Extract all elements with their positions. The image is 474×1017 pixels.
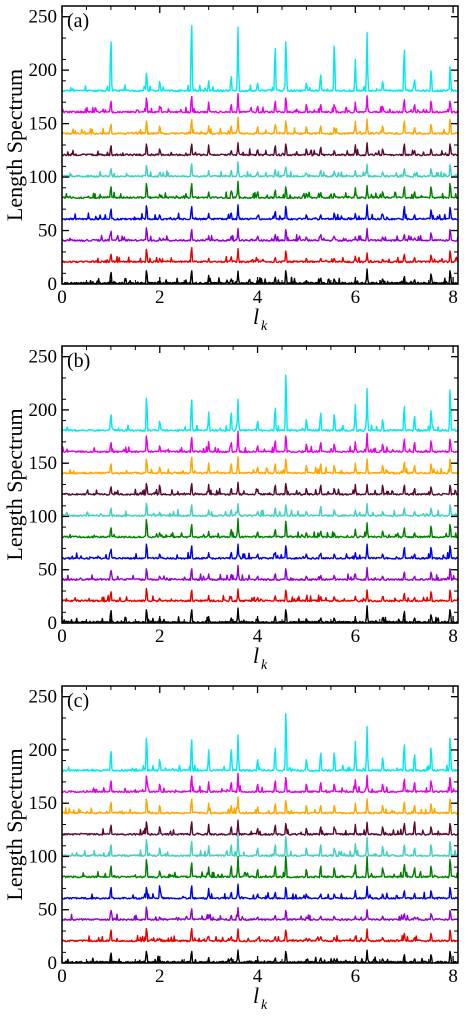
series-line-4	[62, 517, 458, 539]
series-line-2	[62, 227, 458, 242]
series-line-7	[62, 796, 458, 815]
x-tick-label: 2	[155, 626, 165, 647]
series-line-9	[62, 24, 458, 93]
series-line-0	[62, 605, 458, 623]
series-line-3	[62, 204, 458, 221]
series-line-5	[62, 502, 458, 518]
series-group	[62, 374, 458, 623]
x-axis-title-subscript: k	[261, 658, 268, 673]
y-tick-label: 100	[29, 506, 58, 527]
series-line-4	[62, 180, 458, 200]
y-tick-label: 250	[29, 347, 58, 368]
series-line-9	[62, 374, 458, 432]
y-tick-label: 50	[38, 900, 57, 921]
y-tick-label: 200	[29, 400, 58, 421]
y-tick-label: 200	[29, 60, 58, 81]
series-line-9	[62, 712, 458, 772]
y-tick-label: 0	[48, 274, 58, 295]
y-tick-label: 100	[29, 846, 58, 867]
series-line-8	[62, 430, 458, 454]
y-tick-label: 150	[29, 114, 58, 135]
y-tick-label: 50	[38, 221, 57, 242]
x-tick-label: 6	[351, 626, 361, 647]
series-line-1	[62, 587, 458, 603]
series-line-7	[62, 456, 458, 475]
x-tick-label: 0	[57, 626, 67, 647]
chart-panel-a: 0 50 100 150 200 250 0 2 4 6 8 (a) Length Spectrum l k	[2, 5, 459, 334]
y-tick-label: 150	[29, 793, 58, 814]
chart-panel-b: 0 50 100 150 200 250 0 2 4 6 8 (b) Length Spectrum l k	[2, 345, 459, 673]
y-tick-label: 200	[29, 740, 58, 761]
y-tick-label: 50	[38, 560, 57, 581]
y-axis-title: Length Spectrum	[2, 69, 27, 221]
series-line-2	[62, 906, 458, 922]
series-line-0	[62, 949, 458, 963]
plot-frame	[61, 5, 459, 285]
series-line-3	[62, 543, 458, 560]
series-group	[62, 712, 458, 963]
y-tick-label: 150	[29, 453, 58, 474]
y-axis-title: Length Spectrum	[2, 408, 27, 560]
series-line-6	[62, 819, 458, 836]
plot-frame	[61, 685, 459, 964]
x-tick-label: 0	[57, 966, 67, 987]
x-tick-label: 4	[253, 287, 263, 308]
plot-frame	[61, 345, 459, 624]
series-group	[62, 24, 458, 284]
chart-panel-c: 0 50 100 150 200 250 0 2 4 6 8 (c) Length Spectrum l k	[2, 685, 459, 1013]
series-line-1	[62, 247, 458, 264]
series-line-8	[62, 772, 458, 794]
x-tick-label: 2	[155, 287, 165, 308]
x-axis-title: l	[253, 643, 259, 668]
x-axis-title-subscript: k	[261, 998, 268, 1013]
x-axis-title: l	[253, 983, 259, 1008]
series-line-6	[62, 481, 458, 496]
x-tick-label: 4	[253, 626, 263, 647]
series-line-6	[62, 142, 458, 157]
y-tick-label: 0	[48, 613, 58, 634]
series-line-1	[62, 927, 458, 943]
series-line-0	[62, 268, 458, 284]
x-tick-label: 6	[351, 287, 361, 308]
x-tick-label: 8	[448, 966, 458, 987]
y-tick-label: 250	[29, 687, 58, 708]
series-line-5	[62, 834, 458, 858]
series-line-4	[62, 855, 458, 879]
y-tick-label: 250	[29, 7, 58, 28]
y-tick-label: 100	[29, 167, 58, 188]
series-line-3	[62, 883, 458, 900]
x-tick-label: 8	[448, 287, 458, 308]
series-line-8	[62, 92, 458, 114]
panel-label: (c)	[67, 690, 89, 712]
x-tick-label: 8	[448, 626, 458, 647]
series-line-7	[62, 116, 458, 135]
y-tick-label: 0	[48, 953, 58, 974]
x-axis-title: l	[253, 304, 259, 329]
x-tick-label: 6	[351, 966, 361, 987]
series-line-5	[62, 161, 458, 178]
x-tick-label: 2	[155, 966, 165, 987]
x-axis-title-subscript: k	[261, 319, 268, 334]
x-tick-label: 0	[57, 287, 67, 308]
series-line-2	[62, 564, 458, 582]
x-tick-label: 4	[253, 966, 263, 987]
panel-label: (a)	[67, 10, 89, 32]
panel-label: (b)	[67, 350, 90, 372]
y-axis-title: Length Spectrum	[2, 748, 27, 900]
